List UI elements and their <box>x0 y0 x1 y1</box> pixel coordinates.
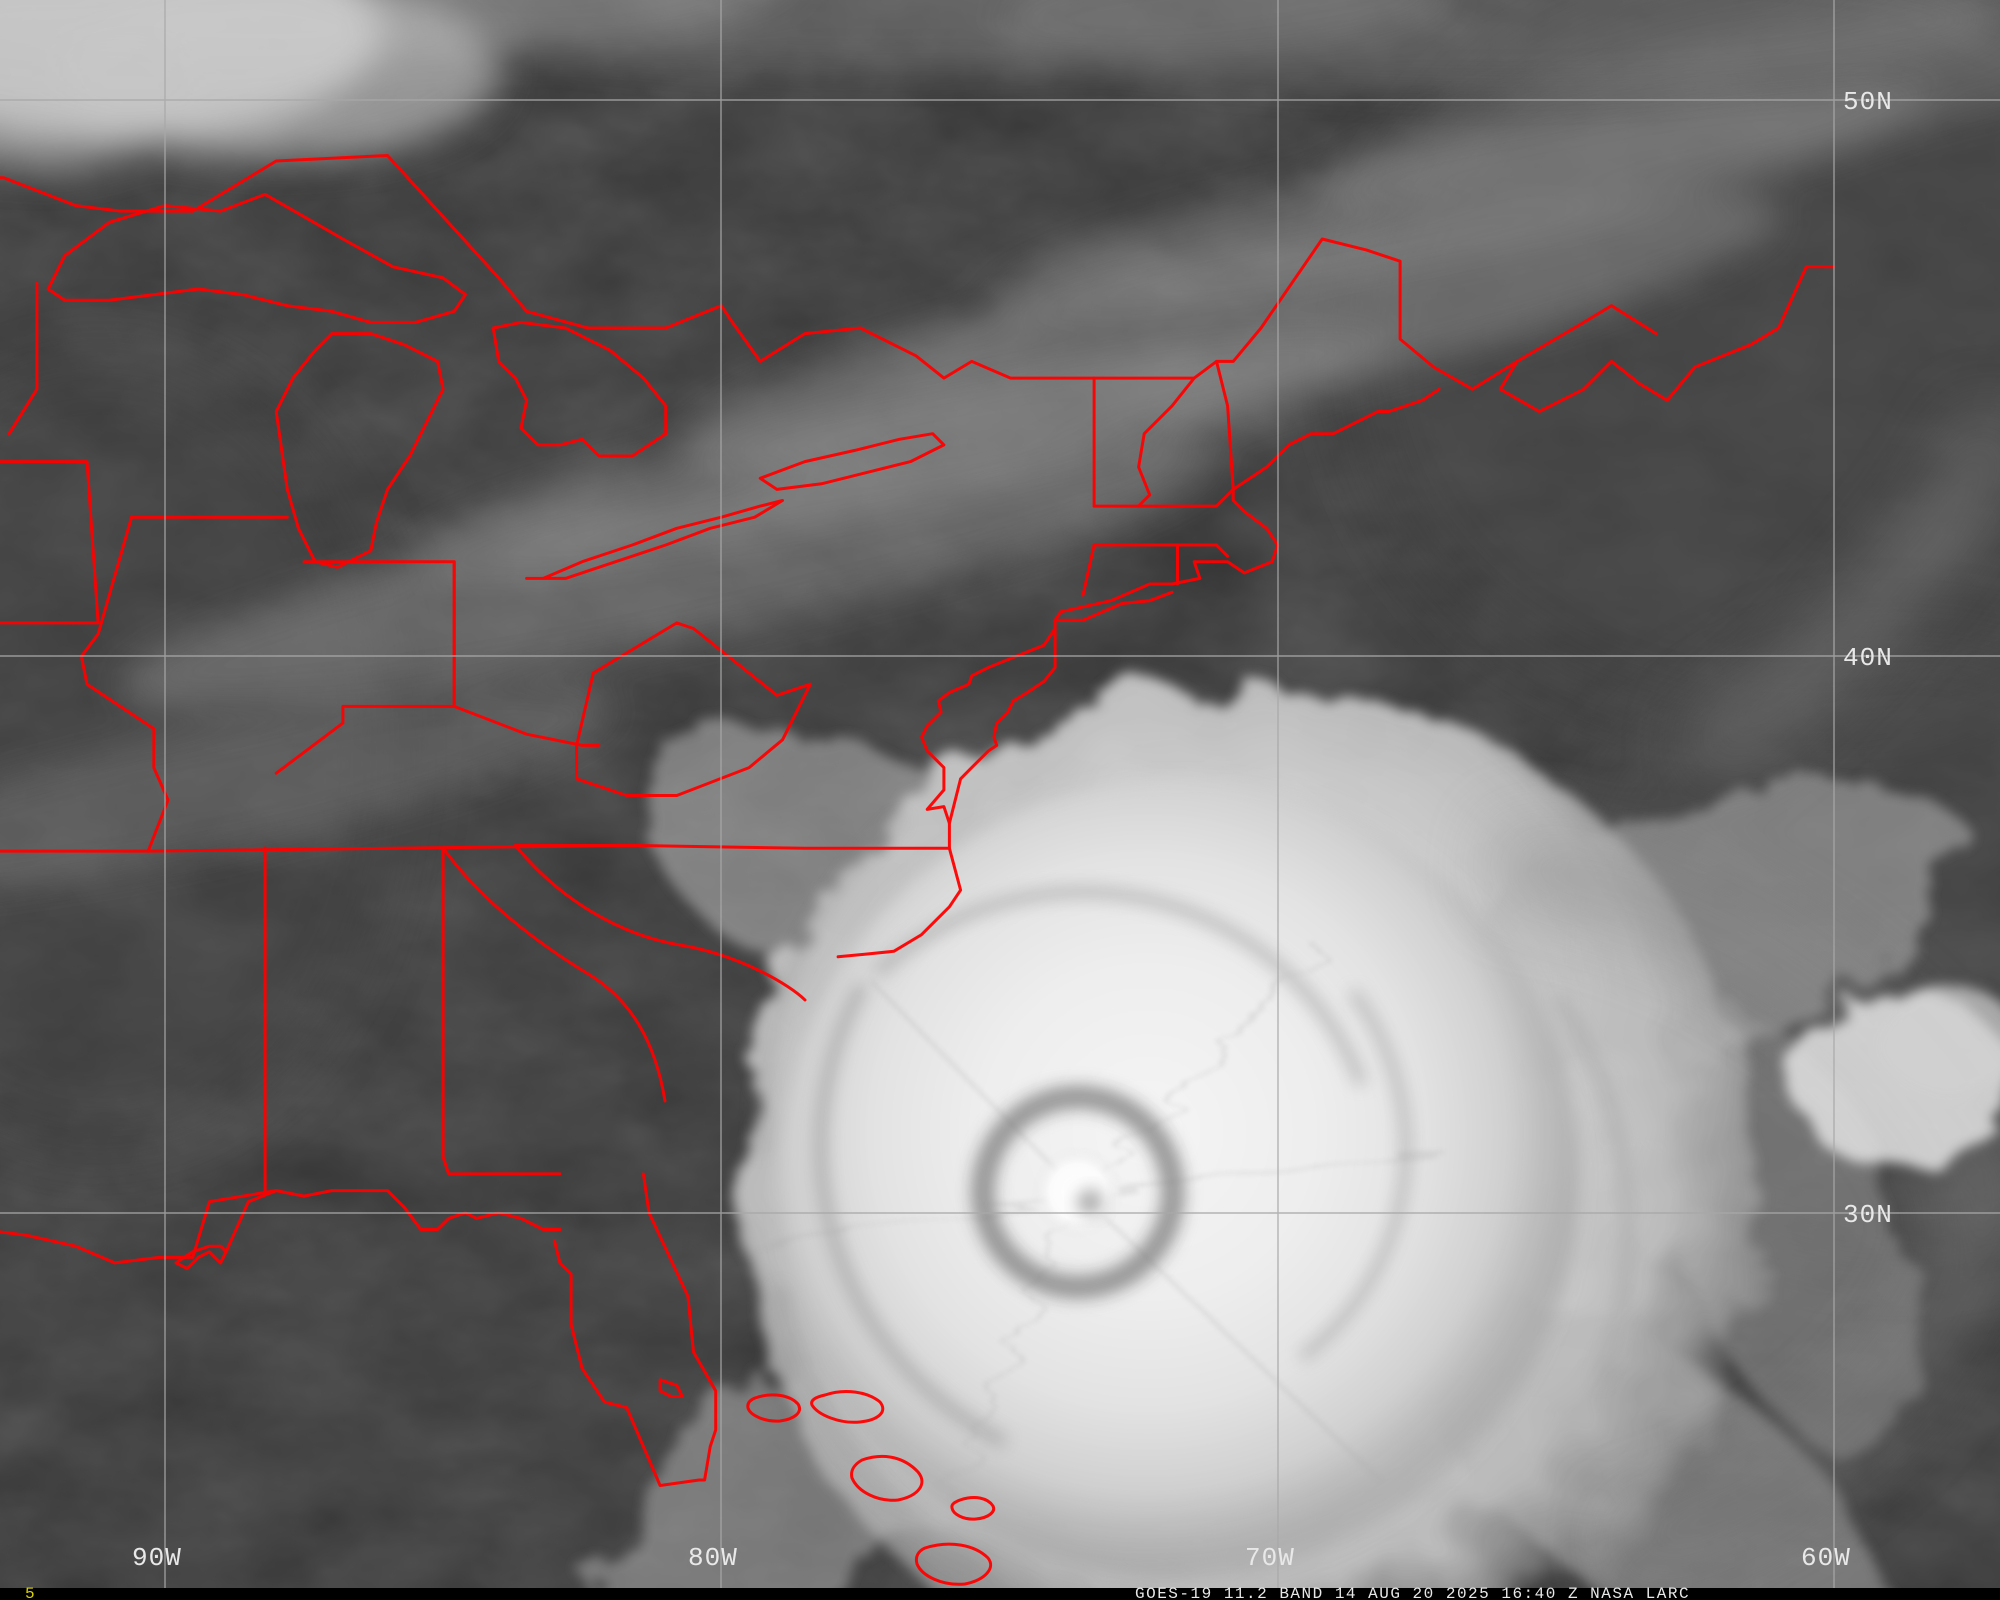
svg-text:70W: 70W <box>1245 1543 1295 1573</box>
svg-text:90W: 90W <box>132 1543 182 1573</box>
svg-text:30N: 30N <box>1843 1200 1893 1230</box>
svg-text:80W: 80W <box>688 1543 738 1573</box>
svg-text:40N: 40N <box>1843 643 1893 673</box>
svg-text:60W: 60W <box>1801 1543 1851 1573</box>
svg-text:GOES-19 11.2 BAND 14 AUG 2: GOES-19 11.2 BAND 14 AUG 20 2025 16:40 Z… <box>1135 1585 1690 1600</box>
svg-text:50N: 50N <box>1843 87 1893 117</box>
svg-text:5: 5 <box>25 1585 35 1600</box>
